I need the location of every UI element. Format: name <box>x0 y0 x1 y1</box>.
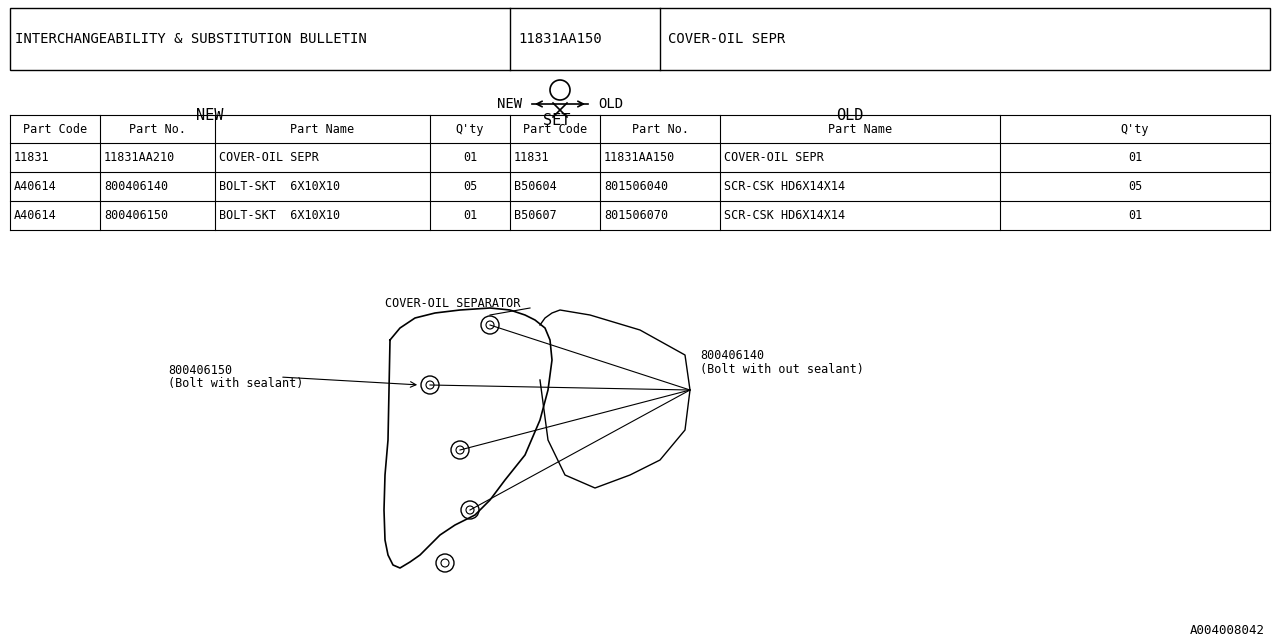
Text: (Bolt with out sealant): (Bolt with out sealant) <box>700 362 864 376</box>
Text: Part No.: Part No. <box>129 122 186 136</box>
Text: B50604: B50604 <box>515 180 557 193</box>
Text: 800406150: 800406150 <box>104 209 168 222</box>
Text: Q'ty: Q'ty <box>1121 122 1149 136</box>
Text: 11831AA210: 11831AA210 <box>104 151 175 164</box>
Text: BOLT-SKT  6X10X10: BOLT-SKT 6X10X10 <box>219 209 340 222</box>
Text: 01: 01 <box>1128 151 1142 164</box>
Text: 11831AA150: 11831AA150 <box>518 32 602 46</box>
Text: Part Code: Part Code <box>23 122 87 136</box>
Text: 01: 01 <box>1128 209 1142 222</box>
Text: COVER-OIL SEPR: COVER-OIL SEPR <box>724 151 824 164</box>
Text: 01: 01 <box>463 151 477 164</box>
Text: COVER-OIL SEPR: COVER-OIL SEPR <box>219 151 319 164</box>
Text: 800406150: 800406150 <box>168 364 232 376</box>
Text: 05: 05 <box>1128 180 1142 193</box>
Text: NEW: NEW <box>196 108 224 122</box>
Text: SCR-CSK HD6X14X14: SCR-CSK HD6X14X14 <box>724 209 845 222</box>
Text: B50607: B50607 <box>515 209 557 222</box>
Text: Q'ty: Q'ty <box>456 122 484 136</box>
Text: BOLT-SKT  6X10X10: BOLT-SKT 6X10X10 <box>219 180 340 193</box>
Text: 11831AA150: 11831AA150 <box>604 151 676 164</box>
Text: (Bolt with sealant): (Bolt with sealant) <box>168 378 303 390</box>
Text: NEW: NEW <box>497 97 522 111</box>
Text: A004008042: A004008042 <box>1190 623 1265 637</box>
Text: SCR-CSK HD6X14X14: SCR-CSK HD6X14X14 <box>724 180 845 193</box>
Text: OLD: OLD <box>836 108 864 122</box>
Bar <box>10 8 1270 70</box>
Text: A40614: A40614 <box>14 209 56 222</box>
Text: 01: 01 <box>463 209 477 222</box>
Text: 11831: 11831 <box>14 151 50 164</box>
Text: Part Name: Part Name <box>291 122 355 136</box>
Text: 800406140: 800406140 <box>700 349 764 362</box>
Text: 800406140: 800406140 <box>104 180 168 193</box>
Text: Part Code: Part Code <box>524 122 588 136</box>
Text: INTERCHANGEABILITY & SUBSTITUTION BULLETIN: INTERCHANGEABILITY & SUBSTITUTION BULLET… <box>15 32 367 46</box>
Text: COVER-OIL SEPARATOR: COVER-OIL SEPARATOR <box>385 296 521 310</box>
Text: OLD: OLD <box>598 97 623 111</box>
Text: Part No.: Part No. <box>631 122 689 136</box>
Text: COVER-OIL SEPR: COVER-OIL SEPR <box>668 32 785 46</box>
Text: 11831: 11831 <box>515 151 549 164</box>
Text: SET: SET <box>543 113 571 127</box>
Text: 801506040: 801506040 <box>604 180 668 193</box>
Text: Part Name: Part Name <box>828 122 892 136</box>
Text: 801506070: 801506070 <box>604 209 668 222</box>
Text: A40614: A40614 <box>14 180 56 193</box>
Text: 05: 05 <box>463 180 477 193</box>
